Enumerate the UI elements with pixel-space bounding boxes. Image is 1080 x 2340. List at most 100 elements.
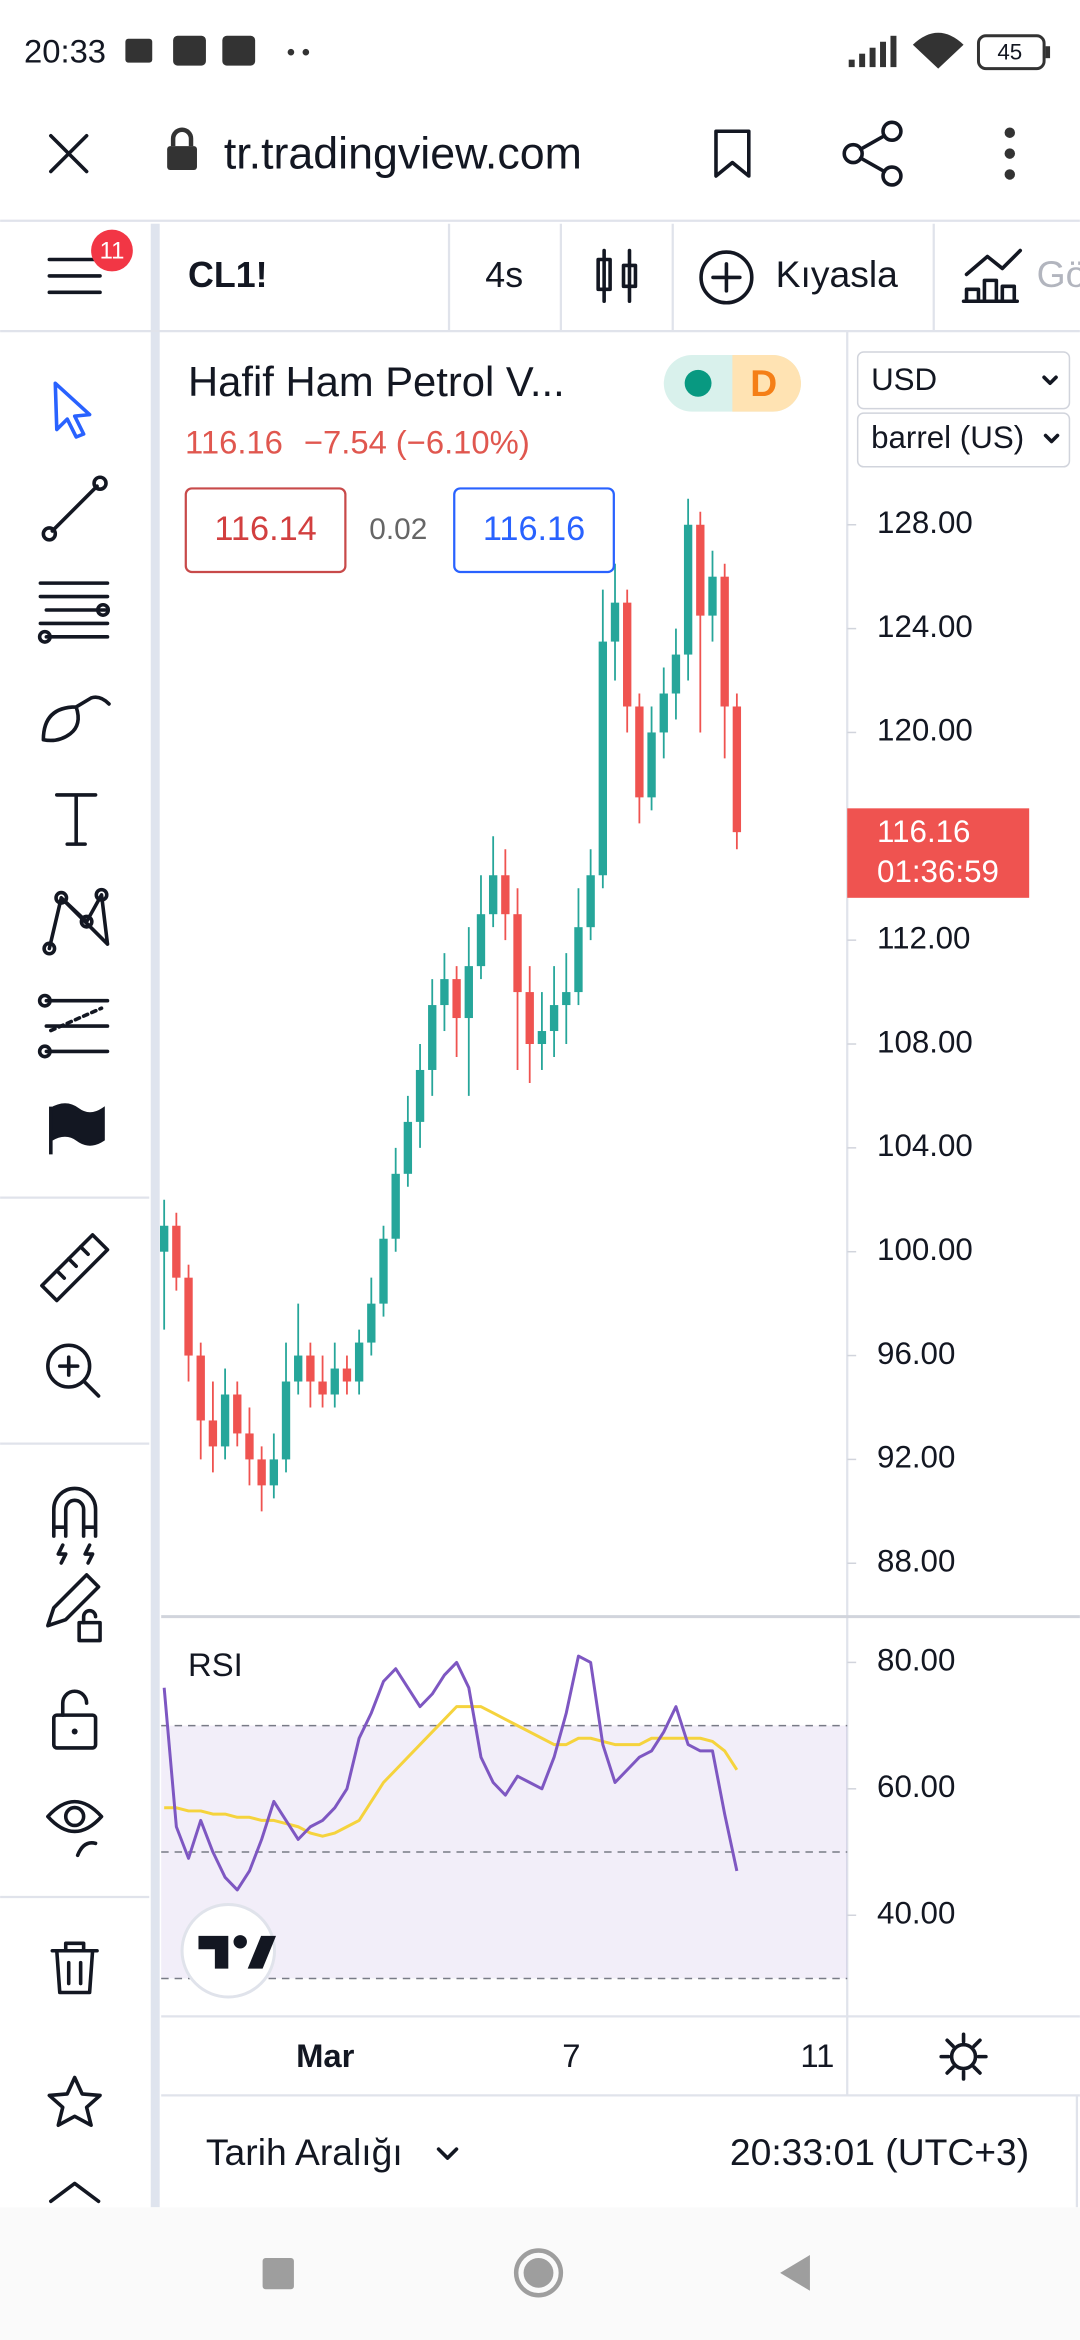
hide-tool[interactable] [46,1800,104,1858]
candle-body [294,1355,303,1382]
sell-button[interactable] [184,487,347,574]
clock: 20:33:01 (UTC+3) [730,2131,1029,2173]
candle-body [208,1420,218,1447]
unit-select[interactable] [856,412,1071,468]
y-tick-label: 60.00 [877,1769,955,1804]
candle-body [184,1277,193,1356]
symbol[interactable]: CL1! [188,255,268,295]
legend-values: 116.16 −7.54 (−6.10%) [185,423,530,460]
prediction-tool[interactable] [37,993,110,1059]
chevron [436,2147,459,2160]
chevron [1043,433,1060,444]
flag-tool[interactable] [49,1103,105,1155]
bid-price: 116.14 [214,510,316,548]
candle-body [635,706,644,798]
candle-body [683,524,693,655]
candle-body [708,576,717,616]
candle-body [574,927,583,993]
candle-body [367,1303,376,1343]
settings-button[interactable] [939,2032,988,2081]
market-open-dot [684,369,712,397]
chart-type-button[interactable] [596,248,638,304]
candle-body [330,1368,339,1395]
y-tick-label: 40.00 [877,1896,955,1931]
back-button[interactable] [780,2254,810,2291]
currency-select[interactable] [856,351,1071,410]
legend-change-pct: (−6.10%) [396,423,530,460]
bookmark-button[interactable] [714,129,751,178]
time-label: 11 [800,2037,834,2074]
candle-body [342,1368,352,1382]
notification-badge [91,229,133,272]
compare-icon[interactable] [699,250,754,305]
plot-area [159,498,857,1980]
candle-body [391,1173,400,1239]
y-tick-label: 100.00 [877,1232,973,1267]
fib-tool[interactable] [37,581,111,644]
hamburger-menu[interactable] [47,257,102,295]
candle-body [732,706,742,833]
candle-body [464,966,473,1019]
candle-body [696,524,705,616]
date-range-button[interactable]: Tarih Aralığı [206,2131,403,2173]
favorites-tool[interactable] [47,2075,102,2128]
lock-all-tool[interactable] [52,1689,98,1750]
y-tick-label: 128.00 [877,505,973,540]
buy-button[interactable] [453,487,615,574]
y-tick-label: 104.00 [877,1128,973,1163]
battery-level: 45 [997,40,1022,65]
candle-body [318,1381,327,1395]
remove-tool[interactable] [50,1941,99,1995]
cursor-tool[interactable] [53,381,92,439]
magnet-tool[interactable] [52,1486,98,1565]
rsi-line [162,1654,739,1892]
chevron [1042,375,1058,386]
compare-button[interactable]: Kıyasla [776,253,898,295]
candle-body [159,1225,169,1252]
zoom-tool[interactable] [46,1343,101,1398]
candle-body [525,992,534,1045]
last-price: 116.16 [877,814,970,849]
share-button[interactable] [842,120,903,187]
indicators-button[interactable]: Gö [1037,253,1080,295]
trend-line-tool[interactable] [41,475,108,542]
candle-body [245,1433,254,1460]
ruler-tool[interactable] [40,1233,110,1303]
candle-body [257,1459,266,1486]
candle-body [452,979,461,1019]
candle-body [562,992,571,1006]
candle-body [501,875,510,915]
candle-body [281,1381,291,1460]
candle-body [440,979,449,1006]
candle-body [379,1238,388,1304]
candle-body [428,1005,437,1070]
menu-button[interactable] [1004,127,1016,180]
close-button[interactable] [49,133,89,174]
candle-body [549,1005,559,1032]
expand-tool[interactable] [49,2181,101,2204]
candle-body [659,693,668,733]
text-tool[interactable] [54,793,98,846]
rsi-title: RSI [188,1646,243,1683]
time-label: Mar [296,2037,355,2074]
home-button[interactable] [513,2248,564,2298]
candle-body [269,1459,279,1486]
candle-body [403,1121,413,1174]
candle-body [220,1394,230,1447]
candle-body [415,1069,425,1122]
interval[interactable]: 4s [485,255,523,295]
candle-body [671,654,681,694]
pattern-tool[interactable] [42,887,110,956]
tradingview-logo[interactable] [180,1903,277,1999]
y-tick-label: 88.00 [877,1544,955,1579]
url[interactable]: tr.tradingview.com [224,128,582,178]
y-tick-label: 96.00 [877,1336,955,1371]
candle-body [586,875,595,928]
y-tick-label: 124.00 [877,609,973,644]
lock-drawings-tool[interactable] [46,1573,102,1643]
recents-button[interactable] [262,2257,294,2290]
candle-body [537,1031,547,1045]
brush-tool[interactable] [41,695,111,743]
